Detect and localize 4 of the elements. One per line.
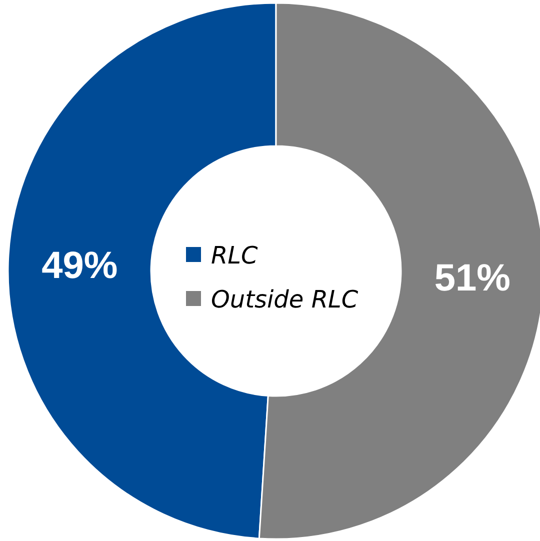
data-label: 51% — [434, 257, 510, 300]
data-label: 49% — [42, 245, 118, 288]
legend-label: Outside RLC — [211, 285, 358, 314]
legend-label: RLC — [211, 241, 258, 270]
